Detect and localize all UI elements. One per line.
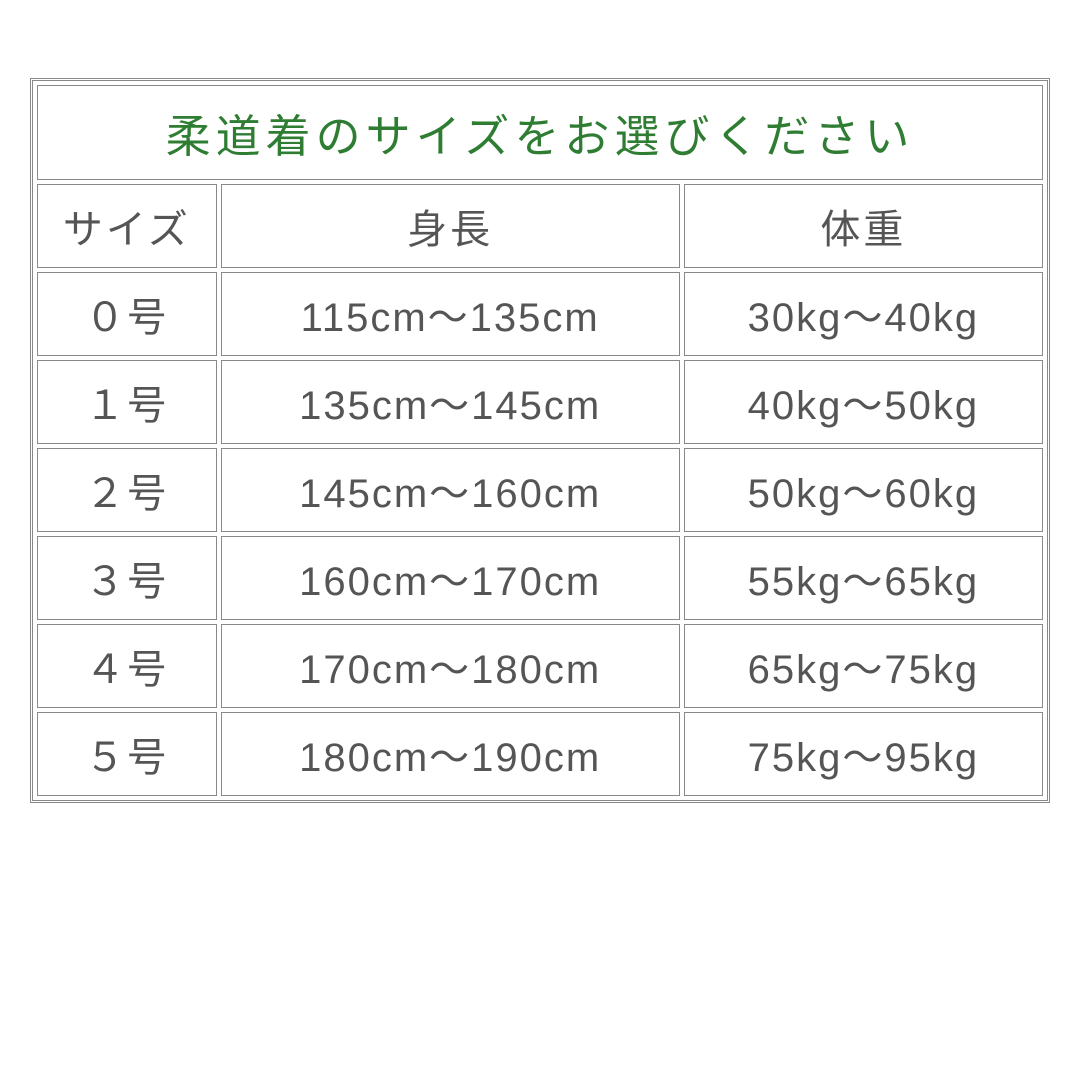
header-size: サイズ [37, 184, 217, 268]
cell-weight: 50kg～60kg [684, 448, 1043, 532]
cell-height: 160cm～170cm [221, 536, 680, 620]
table-row: １号 135cm～145cm 40kg～50kg [37, 360, 1043, 444]
cell-height: 170cm～180cm [221, 624, 680, 708]
cell-weight: 55kg～65kg [684, 536, 1043, 620]
header-row: サイズ 身長 体重 [37, 184, 1043, 268]
table-title: 柔道着のサイズをお選びください [37, 85, 1043, 180]
cell-size: ４号 [37, 624, 217, 708]
size-table: 柔道着のサイズをお選びください サイズ 身長 体重 ０号 115cm～135cm… [33, 81, 1047, 800]
table-row: ５号 180cm～190cm 75kg～95kg [37, 712, 1043, 796]
title-row: 柔道着のサイズをお選びください [37, 85, 1043, 180]
size-table-container: 柔道着のサイズをお選びください サイズ 身長 体重 ０号 115cm～135cm… [30, 78, 1050, 803]
cell-height: 145cm～160cm [221, 448, 680, 532]
cell-height: 180cm～190cm [221, 712, 680, 796]
table-row: ４号 170cm～180cm 65kg～75kg [37, 624, 1043, 708]
table-row: ２号 145cm～160cm 50kg～60kg [37, 448, 1043, 532]
cell-size: ２号 [37, 448, 217, 532]
table-row: ０号 115cm～135cm 30kg～40kg [37, 272, 1043, 356]
cell-size: ５号 [37, 712, 217, 796]
header-weight: 体重 [684, 184, 1043, 268]
cell-weight: 30kg～40kg [684, 272, 1043, 356]
cell-height: 115cm～135cm [221, 272, 680, 356]
cell-weight: 75kg～95kg [684, 712, 1043, 796]
cell-weight: 65kg～75kg [684, 624, 1043, 708]
cell-weight: 40kg～50kg [684, 360, 1043, 444]
cell-height: 135cm～145cm [221, 360, 680, 444]
cell-size: ０号 [37, 272, 217, 356]
cell-size: ３号 [37, 536, 217, 620]
table-row: ３号 160cm～170cm 55kg～65kg [37, 536, 1043, 620]
header-height: 身長 [221, 184, 680, 268]
cell-size: １号 [37, 360, 217, 444]
